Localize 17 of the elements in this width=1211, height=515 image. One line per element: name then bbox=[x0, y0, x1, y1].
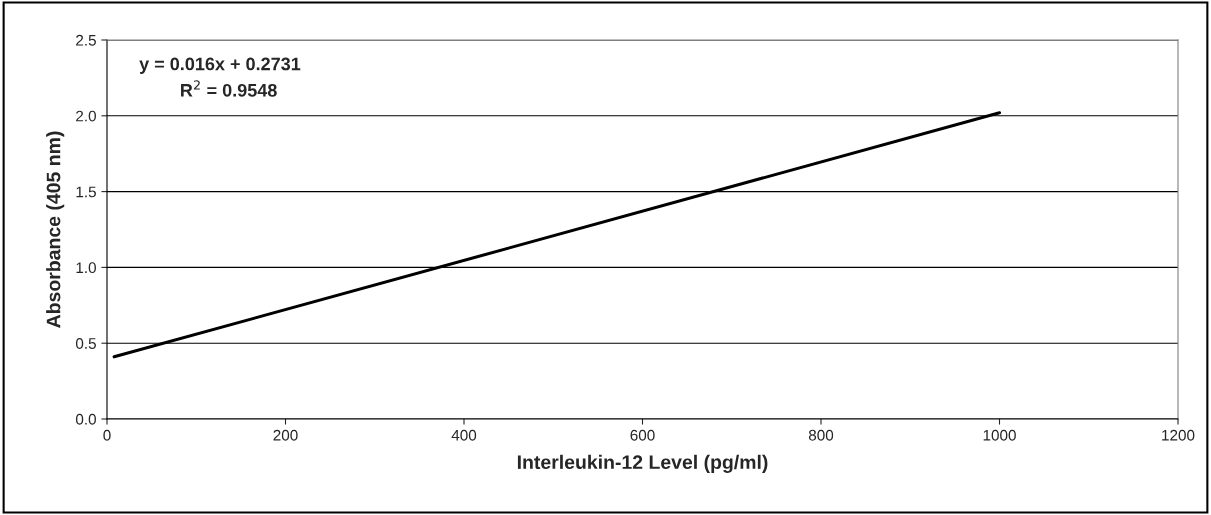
y-axis-title: Absorbance (405 nm) bbox=[46, 131, 65, 328]
x-tick-label: 400 bbox=[451, 429, 477, 441]
y-tick-label: 2.0 bbox=[76, 110, 96, 122]
y-tick-label: 2.5 bbox=[76, 34, 96, 46]
annotation: y = 0.016x + 0.2731 bbox=[139, 57, 301, 74]
y-tick-label: 0.5 bbox=[75, 338, 96, 349]
y-tick-label: 1.0 bbox=[76, 262, 96, 274]
annotation: R$^{2}$ = 0.9548 bbox=[181, 80, 277, 97]
x-tick-label: 1000 bbox=[983, 429, 1016, 441]
x-tick-label: 800 bbox=[808, 429, 834, 441]
x-tick-label: 600 bbox=[630, 429, 655, 441]
x-axis-title: Interleukin-12 Level (pg/ml) bbox=[517, 454, 768, 473]
y-tick-label: 0.0 bbox=[75, 413, 96, 425]
x-tick-label: 0 bbox=[103, 429, 111, 441]
y-tick-label: 1.5 bbox=[76, 186, 96, 198]
x-tick-label: 1200 bbox=[1162, 429, 1195, 441]
x-tick-label: 200 bbox=[273, 429, 298, 441]
